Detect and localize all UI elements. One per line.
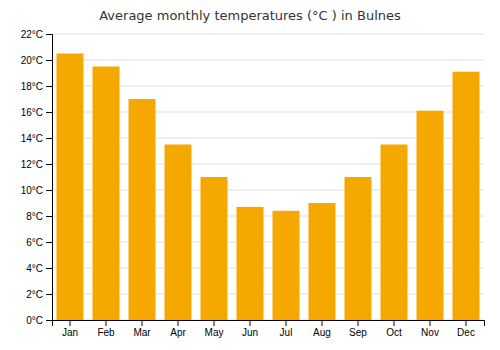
title: Average monthly temperatures (°C ) in Bu…	[99, 8, 401, 23]
y-tick: 0°C	[26, 315, 52, 326]
tick-label: Nov	[421, 327, 439, 338]
tick-label: 20°C	[21, 55, 43, 66]
y-axis: 0°C 2°C 4°C 6°C 8°C 10°C 12°C 14°C 16°C 18°C 20°C 2…	[21, 29, 53, 326]
tick-label: 0°C	[26, 315, 43, 326]
tick-mark	[250, 320, 251, 326]
tick-label: 6°C	[26, 237, 43, 248]
grid-line	[52, 60, 484, 61]
bar	[57, 54, 84, 321]
x-tick: Aug	[313, 320, 331, 338]
tick-label: 8°C	[26, 211, 43, 222]
y-tick: 8°C	[26, 211, 52, 222]
tick-mark	[70, 320, 71, 326]
tick-mark	[322, 320, 323, 326]
x-tick: Jul	[280, 320, 293, 338]
tick-label: May	[205, 327, 224, 338]
tick-label: 14°C	[21, 133, 43, 144]
tick-mark	[430, 320, 431, 326]
tick-mark	[46, 320, 52, 321]
y-tick: 18°C	[21, 81, 52, 92]
tick-label: Jan	[62, 327, 78, 338]
x-tick: Nov	[421, 320, 439, 338]
tick-mark	[466, 320, 467, 326]
tick-label: Mar	[133, 327, 151, 338]
y-tick: 4°C	[26, 263, 52, 274]
tick-mark	[46, 34, 52, 35]
x-tick: Sep	[349, 320, 367, 338]
y-tick: 6°C	[26, 237, 52, 248]
tick-label: 10°C	[21, 185, 43, 196]
bar	[129, 99, 156, 320]
tick-label: 2°C	[26, 289, 43, 300]
tick-mark	[286, 320, 287, 326]
grid	[52, 34, 484, 320]
tick-label: Aug	[313, 327, 331, 338]
y-tick: 10°C	[21, 185, 52, 196]
x-tick: Apr	[170, 320, 186, 338]
bar	[417, 111, 444, 320]
tick-mark	[46, 60, 52, 61]
tick-mark	[46, 164, 52, 165]
tick-mark	[106, 320, 107, 326]
tick-mark	[46, 138, 52, 139]
tick-mark	[142, 320, 143, 326]
tick-label: 12°C	[21, 159, 43, 170]
tick-mark	[46, 112, 52, 113]
y-tick: 22°C	[21, 29, 52, 40]
bar	[93, 67, 120, 321]
bar	[237, 207, 264, 320]
tick-mark	[46, 190, 52, 191]
y-tick: 20°C	[21, 55, 52, 66]
tick-label: 22°C	[21, 29, 43, 40]
y-tick: 2°C	[26, 289, 52, 300]
y-tick: 14°C	[21, 133, 52, 144]
axis-line	[53, 321, 485, 327]
tick-mark	[46, 268, 52, 269]
x-tick: Dec	[457, 320, 475, 338]
tick-label: 18°C	[21, 81, 43, 92]
tick-label: Oct	[386, 327, 402, 338]
tick-label: Jul	[280, 327, 293, 338]
tick-label: Feb	[97, 327, 115, 338]
tick-label: Jun	[242, 327, 258, 338]
x-axis: Jan Feb Mar Apr May Jun Jul Aug Sep Oct Nov Dec	[53, 320, 485, 338]
bars	[57, 54, 480, 321]
x-tick: Jan	[62, 320, 78, 338]
x-tick: Feb	[97, 320, 115, 338]
tick-label: Sep	[349, 327, 367, 338]
plot: 0°C 2°C 4°C 6°C 8°C 10°C 12°C 14°C 16°C 18°C 20°C 2…	[21, 29, 485, 338]
tick-label: 16°C	[21, 107, 43, 118]
x-tick: May	[205, 320, 224, 338]
bar	[345, 177, 372, 320]
tick-label: Apr	[170, 327, 186, 338]
tick-mark	[46, 216, 52, 217]
grid-line	[52, 34, 484, 35]
y-tick: 16°C	[21, 107, 52, 118]
tick-mark	[46, 242, 52, 243]
x-tick: Jun	[242, 320, 258, 338]
chart: Average monthly temperatures (°C ) in Bu…	[0, 0, 500, 350]
tick-mark	[358, 320, 359, 326]
bar	[309, 203, 336, 320]
tick-label: Dec	[457, 327, 475, 338]
bar	[273, 211, 300, 320]
bar	[201, 177, 228, 320]
axis-line	[46, 35, 53, 321]
tick-mark	[394, 320, 395, 326]
tick-mark	[46, 294, 52, 295]
tick-mark	[214, 320, 215, 326]
tick-mark	[178, 320, 179, 326]
x-tick: Mar	[133, 320, 151, 338]
x-tick: Oct	[386, 320, 402, 338]
y-tick: 12°C	[21, 159, 52, 170]
bar	[165, 145, 192, 321]
tick-label: 4°C	[26, 263, 43, 274]
tick-mark	[46, 86, 52, 87]
bar	[453, 72, 480, 320]
bar	[381, 145, 408, 321]
